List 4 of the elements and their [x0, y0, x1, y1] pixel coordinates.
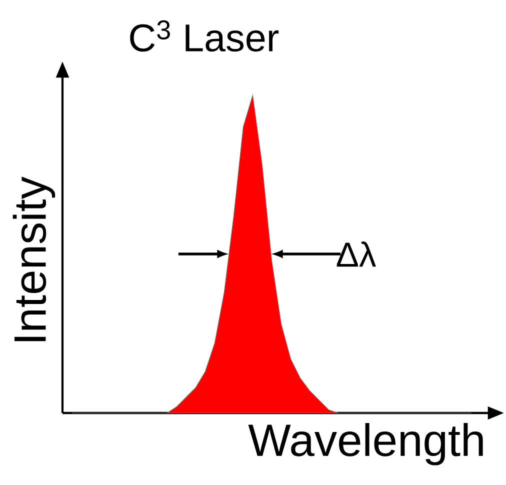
- annotation: Δλ: [336, 241, 376, 267]
- chart-title: C$^{3}$ Laser: [130, 20, 279, 52]
- y-axis-title: Intensity: [12, 176, 56, 342]
- x-axis-title: Wavelength: [248, 423, 483, 466]
